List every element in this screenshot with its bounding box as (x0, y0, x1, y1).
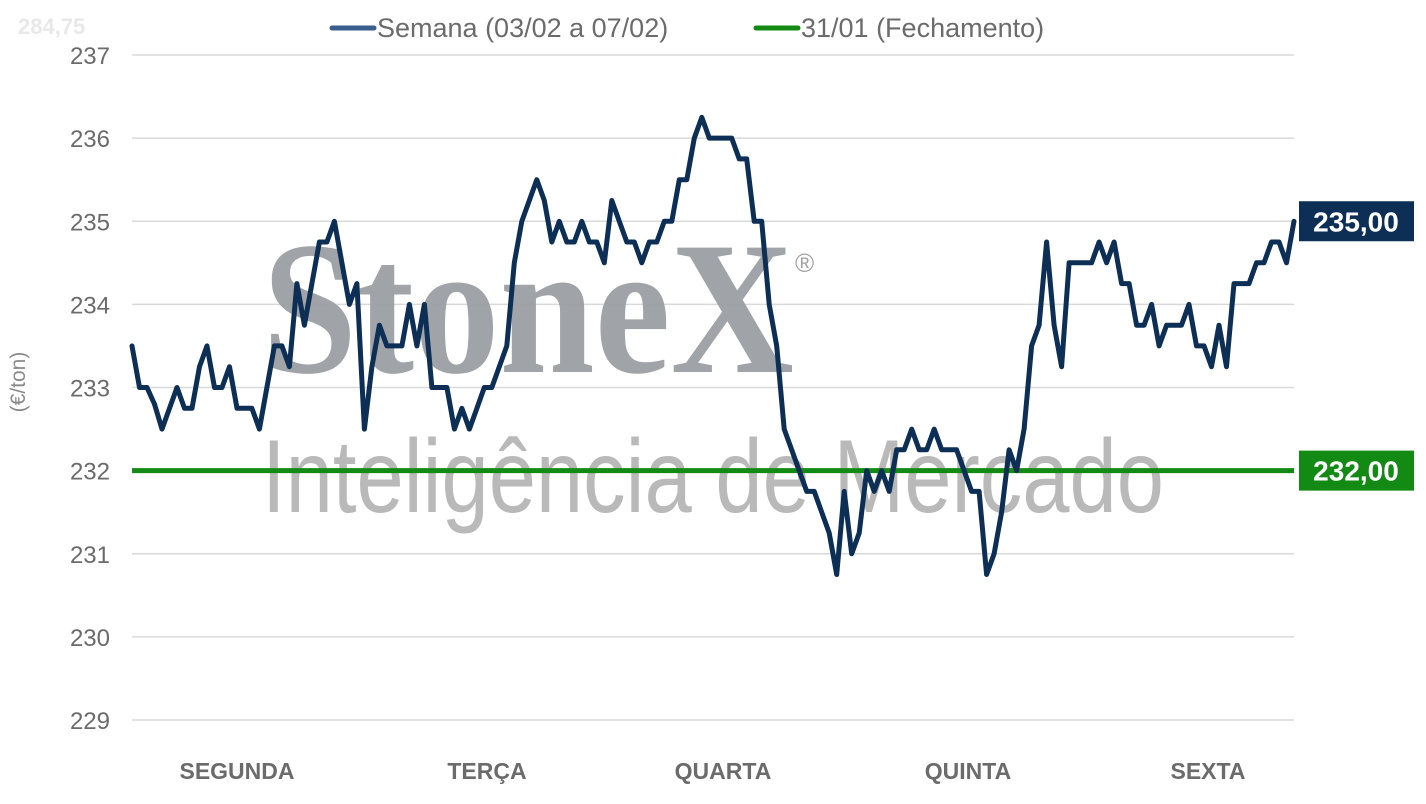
y-axis-label: (€/ton) (7, 352, 30, 413)
x-category-label: QUINTA (925, 758, 1011, 784)
end-label-semana-text: 235,00 (1313, 206, 1399, 237)
watermark-registered-mark: ® (795, 248, 814, 278)
watermark-brand: StoneX (262, 204, 794, 414)
y-tick-label: 231 (70, 542, 110, 569)
y-tick-label: 234 (70, 292, 110, 319)
y-tick-label: 237 (70, 43, 110, 70)
x-category-label: QUARTA (675, 758, 772, 784)
end-label-fechamento-text: 232,00 (1313, 456, 1399, 487)
x-category-label: SEGUNDA (179, 758, 294, 784)
legend: Semana (03/02 a 07/02) 31/01 (Fechamento… (329, 13, 1044, 43)
y-axis-ticks: 229 230 231 232 233 234 235 236 237 (70, 43, 110, 735)
y-tick-label: 233 (70, 376, 110, 403)
x-category-label: TERÇA (447, 758, 526, 784)
end-label-fechamento: 232,00 (1299, 450, 1414, 491)
y-tick-label: 230 (70, 625, 110, 652)
legend-label-semana: Semana (03/02 a 07/02) (377, 13, 668, 43)
y-tick-label: 236 (70, 126, 110, 153)
y-tick-label: 229 (70, 708, 110, 735)
end-label-semana: 235,00 (1299, 201, 1414, 242)
y-tick-label: 235 (70, 209, 110, 236)
end-label-semana-box (1299, 201, 1414, 242)
y-tick-label: 232 (70, 459, 110, 486)
x-category-label: SEXTA (1171, 758, 1246, 784)
legend-label-fechamento: 31/01 (Fechamento) (801, 13, 1044, 43)
watermark-tagline: Inteligência de Mercado (262, 419, 1164, 535)
x-axis-categories: SEGUNDA TERÇA QUARTA QUINTA SEXTA (179, 758, 1245, 784)
watermark: StoneX ® Inteligência de Mercado (262, 204, 1164, 535)
corner-ghost-text: 284,75 (18, 14, 85, 39)
end-label-fechamento-box (1299, 450, 1414, 491)
series-line-semana (129, 114, 1297, 577)
